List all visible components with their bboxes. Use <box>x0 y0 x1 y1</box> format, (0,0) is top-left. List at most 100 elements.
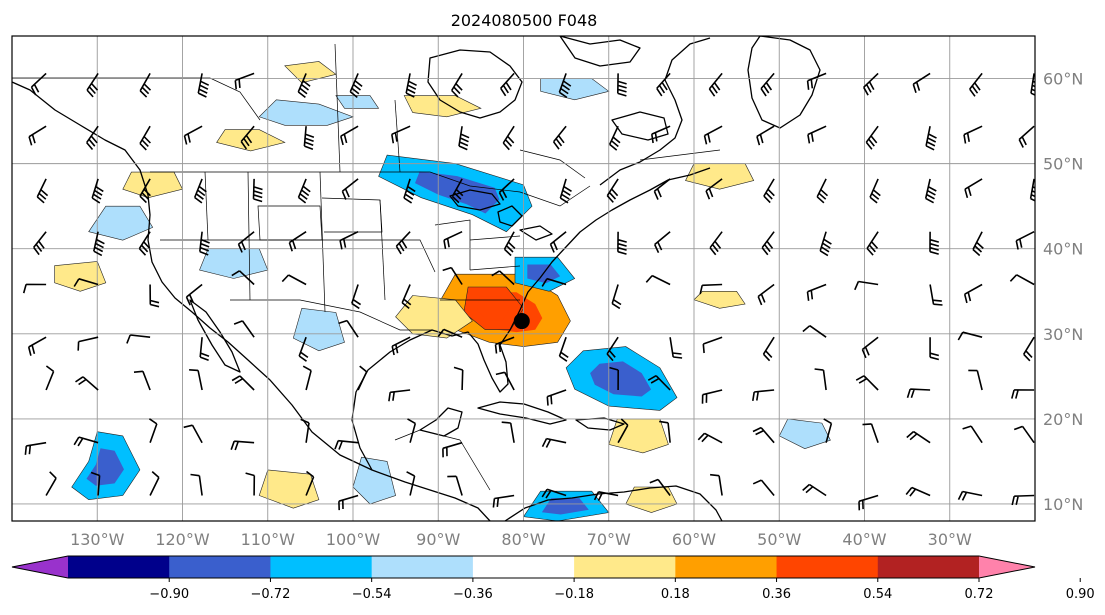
colorbar-tick-label: 0.90 <box>1066 587 1095 602</box>
wind-barb <box>230 440 255 451</box>
wind-barb <box>541 437 567 448</box>
wind-barb <box>338 494 359 511</box>
lat-lon-gridlines <box>12 36 1035 521</box>
wind-barb <box>45 365 55 391</box>
coastlines <box>12 36 821 521</box>
lon-tick-label: 100°W <box>326 530 381 549</box>
wind-barb <box>653 178 671 200</box>
wind-barb <box>858 494 879 511</box>
wind-barb <box>340 125 359 146</box>
wind-barb <box>93 231 105 257</box>
wind-barb <box>24 441 47 455</box>
wind-barb <box>756 125 775 146</box>
colorbar-band <box>371 556 474 578</box>
wind-barb <box>391 336 411 356</box>
lon-tick-label: 50°W <box>757 530 801 549</box>
wind-barb <box>126 334 151 344</box>
wind-barb <box>752 389 775 402</box>
wind-barb <box>802 483 827 497</box>
wind-barb <box>709 231 723 256</box>
wind-barb <box>75 376 99 391</box>
wind-barb <box>22 283 47 294</box>
wind-barb <box>807 125 827 144</box>
wind-barb <box>494 336 515 354</box>
storm-center-marker <box>513 313 530 330</box>
wind-barb <box>498 178 515 201</box>
wind-barb <box>133 370 151 391</box>
wind-barb <box>861 336 879 359</box>
lat-tick-label: 30°N <box>1043 325 1083 344</box>
colorbar-band <box>877 556 980 578</box>
wind-barb <box>86 72 99 98</box>
wind-barb <box>73 278 99 287</box>
wind-barb <box>245 472 256 496</box>
wind-barb <box>443 230 463 250</box>
colorbar-tick-label: −0.54 <box>352 587 392 602</box>
wind-barb <box>442 266 463 285</box>
colorbar-band <box>270 556 373 578</box>
wind-barb <box>649 478 671 496</box>
wind-barb <box>401 284 412 310</box>
wind-barb <box>341 178 359 200</box>
wind-barb <box>802 325 827 338</box>
wind-barb <box>33 231 47 256</box>
wind-barb <box>606 178 619 203</box>
wind-barb <box>865 125 879 150</box>
colorbar-tick-label: 0.18 <box>661 587 690 602</box>
wind-barb <box>699 283 723 295</box>
wind-barb <box>149 470 160 496</box>
contour-region <box>292 307 345 352</box>
wind-barb <box>91 178 104 204</box>
wind-barb <box>339 230 359 250</box>
map-area[interactable] <box>12 36 1041 521</box>
wind-barb <box>148 418 158 443</box>
wind-barb <box>558 336 569 362</box>
wind-barb <box>297 73 311 99</box>
wind-barb <box>183 424 203 444</box>
wind-barb <box>823 418 833 443</box>
wind-barb <box>806 283 827 301</box>
wind-barb <box>541 277 567 287</box>
wind-barb <box>240 125 255 150</box>
wind-barb <box>281 274 307 286</box>
wind-barb <box>1030 73 1035 96</box>
wind-barb <box>703 125 723 145</box>
wind-barb <box>357 365 368 391</box>
wind-barb <box>617 231 627 255</box>
wind-barb <box>300 418 310 443</box>
wind-barb <box>866 231 879 256</box>
wind-barb <box>647 375 671 391</box>
wind-barb <box>90 471 101 496</box>
wind-barb <box>495 371 515 391</box>
wind-barb <box>609 366 619 391</box>
wind-barb <box>447 475 463 496</box>
wind-barb <box>929 337 940 361</box>
wind-barb <box>231 375 255 391</box>
wind-barbs <box>22 72 1035 511</box>
wind-barb <box>617 73 627 97</box>
wind-barb <box>334 439 359 450</box>
lon-tick-label: 40°W <box>842 530 886 549</box>
wind-barb <box>806 72 827 90</box>
wind-barb <box>391 125 411 144</box>
wind-barb <box>552 125 567 150</box>
lon-tick-label: 110°W <box>241 530 296 549</box>
wind-barb <box>185 283 203 306</box>
lon-tick-label: 30°W <box>928 530 972 549</box>
wind-barb <box>757 283 775 306</box>
wind-barb <box>761 231 775 256</box>
wind-barb <box>437 328 463 338</box>
wind-barb <box>190 473 203 496</box>
wind-barb <box>697 432 723 444</box>
wind-barb <box>705 178 723 200</box>
colorbar-tick-label: 0.72 <box>965 587 994 602</box>
wind-barb <box>388 389 411 402</box>
colorbar-tick-label: −0.18 <box>554 587 594 602</box>
contour-core <box>541 498 589 515</box>
wind-barb <box>45 471 57 496</box>
wind-barb <box>701 389 723 404</box>
wind-barb <box>962 425 983 444</box>
colorbar-extend-high <box>979 556 1035 578</box>
wind-barb <box>351 284 362 310</box>
wind-barb <box>138 231 151 256</box>
